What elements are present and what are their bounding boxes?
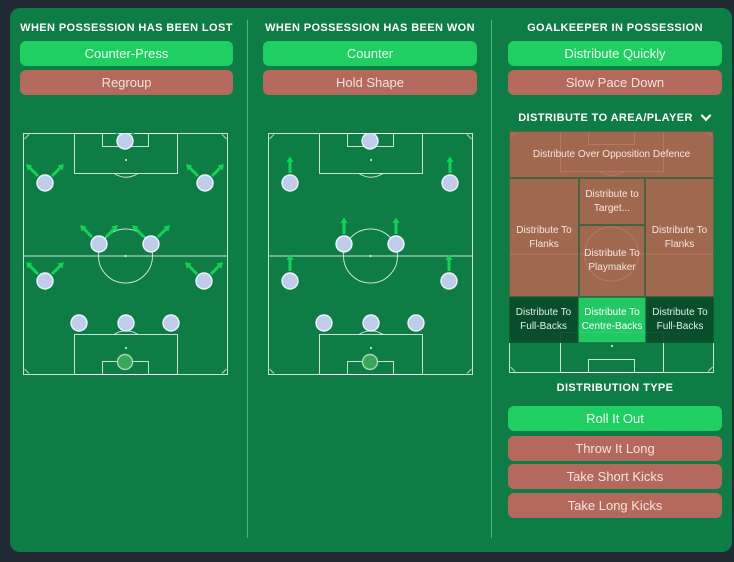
distribute-quickly-button[interactable]: Distribute Quickly — [508, 41, 722, 66]
distribute-area-header[interactable]: DISTRIBUTE TO AREA/PLAYER — [508, 111, 722, 124]
goalkeeper-title: GOALKEEPER IN POSSESSION — [527, 22, 703, 34]
player-dot-striker — [361, 133, 379, 150]
throw-it-long-button[interactable]: Throw It Long — [508, 436, 722, 461]
player-dot-goalkeeper — [361, 353, 379, 371]
cell-distribute-flanks-right[interactable]: Distribute To Flanks — [645, 178, 714, 297]
cell-distribute-over-defence[interactable]: Distribute Over Opposition Defence — [509, 131, 714, 178]
take-long-kicks-button[interactable]: Take Long Kicks — [508, 493, 722, 518]
player-dot-left-centre-mid — [90, 235, 108, 253]
player-dot-right-winger — [196, 174, 214, 192]
player-dot-left-centre-back — [315, 314, 333, 332]
column-divider — [247, 20, 248, 538]
take-short-kicks-button[interactable]: Take Short Kicks — [508, 464, 722, 489]
cell-distribute-fullbacks-right[interactable]: Distribute To Full-Backs — [646, 297, 714, 343]
possession-won-pitch — [268, 133, 473, 375]
in-possession-tactics-panel: WHEN POSSESSION HAS BEEN LOST Counter-Pr… — [10, 8, 732, 552]
player-dot-right-wing-back — [195, 272, 213, 290]
chevron-down-icon — [700, 114, 711, 122]
column-divider — [491, 20, 492, 538]
player-dot-right-centre-back — [407, 314, 425, 332]
player-dot-right-centre-back — [162, 314, 180, 332]
player-dot-centre-back — [117, 314, 135, 332]
player-dot-left-centre-back — [70, 314, 88, 332]
player-dot-striker — [116, 133, 134, 150]
possession-lost-title: WHEN POSSESSION HAS BEEN LOST — [20, 22, 233, 34]
player-dot-right-centre-mid — [142, 235, 160, 253]
cell-distribute-playmaker[interactable]: Distribute To Playmaker — [579, 225, 645, 297]
player-dot-goalkeeper — [116, 353, 134, 371]
possession-won-title: WHEN POSSESSION HAS BEEN WON — [265, 22, 475, 34]
distribute-area-header-label: DISTRIBUTE TO AREA/PLAYER — [518, 111, 693, 124]
slow-pace-down-button[interactable]: Slow Pace Down — [508, 70, 722, 95]
player-dot-right-centre-mid — [387, 235, 405, 253]
player-dot-left-centre-mid — [335, 235, 353, 253]
player-dot-left-winger — [281, 174, 299, 192]
regroup-button[interactable]: Regroup — [20, 70, 233, 95]
cell-distribute-fullbacks-left[interactable]: Distribute To Full-Backs — [509, 297, 578, 343]
player-dot-left-wing-back — [281, 272, 299, 290]
cell-distribute-centre-backs-selected[interactable]: Distribute To Centre-Backs — [578, 297, 646, 343]
possession-lost-pitch — [23, 133, 228, 375]
player-dot-left-wing-back — [36, 272, 54, 290]
counter-button[interactable]: Counter — [263, 41, 477, 66]
cell-distribute-flanks-left[interactable]: Distribute To Flanks — [509, 178, 579, 297]
hold-shape-button[interactable]: Hold Shape — [263, 70, 477, 95]
player-dot-right-wing-back — [440, 272, 458, 290]
player-dot-centre-back — [362, 314, 380, 332]
cell-distribute-target[interactable]: Distribute to Target... — [579, 178, 645, 225]
player-dot-right-winger — [441, 174, 459, 192]
distribute-area-pitch: Distribute Over Opposition Defence Distr… — [509, 131, 714, 373]
distribution-type-title: DISTRIBUTION TYPE — [556, 382, 674, 394]
roll-it-out-button[interactable]: Roll It Out — [508, 406, 722, 431]
player-dot-left-winger — [36, 174, 54, 192]
counter-press-button[interactable]: Counter-Press — [20, 41, 233, 66]
